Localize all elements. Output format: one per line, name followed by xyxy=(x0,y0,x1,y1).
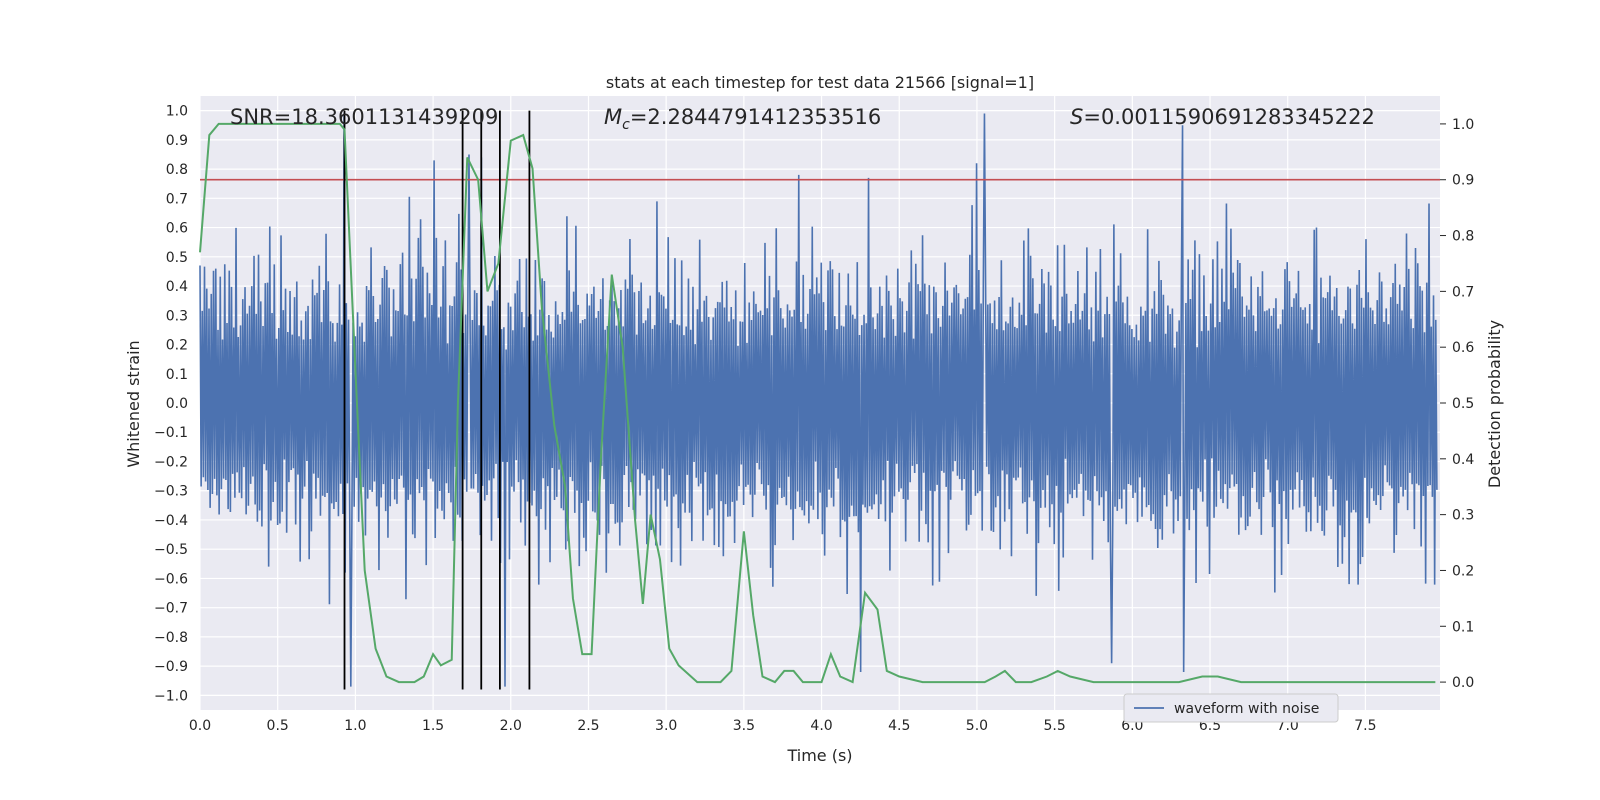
y-tick-label: 0.8 xyxy=(166,162,188,178)
chirp-mass-symbol: M xyxy=(604,105,622,129)
y2-tick-label: 0.0 xyxy=(1452,675,1474,691)
x-tick-label: 4.0 xyxy=(810,718,832,734)
y2-axis-label: Detection probability xyxy=(1485,320,1504,488)
chart-title: stats at each timestep for test data 215… xyxy=(606,73,1034,92)
y2-tick-label: 0.1 xyxy=(1452,619,1474,635)
x-tick-label: 2.0 xyxy=(500,718,522,734)
x-axis-label: Time (s) xyxy=(786,746,852,765)
x-tick-label: 5.0 xyxy=(966,718,988,734)
x-tick-label: 5.5 xyxy=(1044,718,1066,734)
chirp-mass-annotation: Mc=2.2844791412353516 xyxy=(604,105,881,133)
x-tick-label: 2.5 xyxy=(577,718,599,734)
y-tick-label: −0.5 xyxy=(154,542,188,558)
legend: waveform with noise xyxy=(1123,693,1339,723)
s-value: =0.0011590691283345222 xyxy=(1083,105,1375,129)
y2-tick-label: 1.0 xyxy=(1452,117,1474,133)
snr-annotation: SNR=18.3601131439209 xyxy=(230,105,498,129)
axis-ticks: 0.0 0.5 1.0 1.5 2.0 2.5 3.0 3.5 4.0 4.5 5.0 5.5 6.0 6… xyxy=(154,104,1474,734)
x-tick-label: 1.5 xyxy=(422,718,444,734)
y-tick-label: 1.0 xyxy=(166,104,188,120)
y2-tick-label: 0.2 xyxy=(1452,563,1474,579)
x-tick-label: 7.5 xyxy=(1354,718,1376,734)
waveform-series xyxy=(199,113,1438,687)
y2-tick-label: 0.9 xyxy=(1452,173,1474,189)
s-symbol: S xyxy=(1070,105,1083,129)
detection-probability-line xyxy=(199,122,1436,684)
y-tick-label: −0.3 xyxy=(154,484,188,500)
y2-tick-label: 0.6 xyxy=(1452,340,1474,356)
y-tick-label: −0.9 xyxy=(154,659,188,675)
y-tick-label: 0.3 xyxy=(166,308,188,324)
y-tick-label: −0.8 xyxy=(154,630,188,646)
y-tick-label: 0.5 xyxy=(166,250,188,266)
y-tick-label: 0.7 xyxy=(166,191,188,207)
y2-tick-label: 0.4 xyxy=(1452,452,1474,468)
y-tick-label: 0.6 xyxy=(166,221,188,237)
waveform-line xyxy=(199,113,1438,687)
y-tick-label: −0.1 xyxy=(154,425,188,441)
x-tick-label: 0.5 xyxy=(267,718,289,734)
overlay-lines xyxy=(199,110,1440,690)
x-tick-label: 0.0 xyxy=(189,718,211,734)
x-tick-label: 3.0 xyxy=(655,718,677,734)
y2-tick-label: 0.8 xyxy=(1452,229,1474,245)
y-tick-label: 0.0 xyxy=(166,396,188,412)
y-tick-label: 0.2 xyxy=(166,338,188,354)
legend-label: waveform with noise xyxy=(1174,701,1319,717)
y-tick-label: −0.2 xyxy=(154,454,188,470)
y-tick-label: −0.4 xyxy=(154,513,188,529)
y-tick-label: 0.4 xyxy=(166,279,188,295)
y-tick-label: −1.0 xyxy=(154,688,188,704)
y-axis-label: Whitened strain xyxy=(124,340,143,467)
x-tick-label: 3.5 xyxy=(733,718,755,734)
y2-tick-label: 0.3 xyxy=(1452,508,1474,524)
y-tick-label: −0.7 xyxy=(154,601,188,617)
x-tick-label: 4.5 xyxy=(888,718,910,734)
y-tick-label: −0.6 xyxy=(154,571,188,587)
y-tick-label: 0.1 xyxy=(166,367,188,383)
y2-tick-label: 0.5 xyxy=(1452,396,1474,412)
chirp-mass-value: =2.2844791412353516 xyxy=(630,105,881,129)
s-annotation: S=0.0011590691283345222 xyxy=(1070,105,1375,129)
chirp-mass-subscript: c xyxy=(622,117,630,133)
legend-box xyxy=(1123,693,1339,723)
x-tick-label: 1.0 xyxy=(344,718,366,734)
y-tick-label: 0.9 xyxy=(166,133,188,149)
y2-tick-label: 0.7 xyxy=(1452,284,1474,300)
